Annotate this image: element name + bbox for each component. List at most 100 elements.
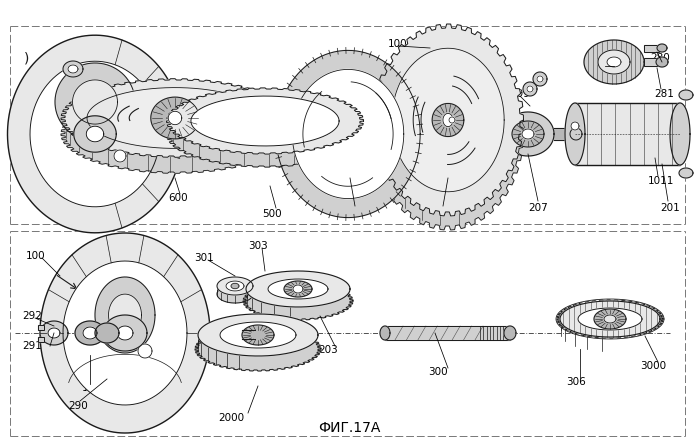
Polygon shape [670,103,690,165]
Polygon shape [68,65,78,73]
Polygon shape [63,61,83,77]
Text: 2000: 2000 [218,413,244,423]
Text: 110: 110 [82,383,102,393]
Bar [575,103,680,165]
Polygon shape [151,97,199,139]
Polygon shape [231,283,239,289]
Polygon shape [75,321,105,345]
Polygon shape [117,326,133,340]
Bar [38,325,44,330]
Polygon shape [443,113,453,127]
Polygon shape [380,326,390,340]
Polygon shape [527,86,533,92]
Bar [554,128,576,140]
Text: 280: 280 [650,53,670,63]
Polygon shape [512,121,544,147]
Polygon shape [373,24,524,216]
Polygon shape [523,82,537,96]
Polygon shape [504,326,516,340]
Polygon shape [679,90,693,100]
Text: 282: 282 [594,59,614,69]
Bar [385,326,510,340]
Polygon shape [108,294,141,336]
Polygon shape [604,315,616,323]
Text: 101: 101 [432,207,452,217]
Bar [644,45,659,52]
Polygon shape [594,309,626,329]
Polygon shape [571,122,579,130]
Polygon shape [276,50,420,218]
Polygon shape [195,327,321,371]
Polygon shape [217,277,253,295]
Text: 1011: 1011 [648,176,675,186]
Bar [38,337,44,342]
Polygon shape [226,281,244,291]
Text: 400: 400 [345,207,365,217]
Polygon shape [373,38,524,230]
Polygon shape [392,48,504,192]
Polygon shape [30,61,160,207]
Polygon shape [242,325,274,345]
Polygon shape [522,129,534,139]
Polygon shape [138,344,152,358]
Text: 207: 207 [528,203,548,213]
Polygon shape [246,271,350,307]
Polygon shape [55,63,135,141]
Text: 203: 203 [318,345,338,355]
Polygon shape [679,168,693,178]
Polygon shape [73,80,117,124]
Text: 306: 306 [566,377,586,387]
Bar [644,45,659,52]
Polygon shape [61,78,289,157]
Text: 500: 500 [262,209,282,219]
Polygon shape [95,277,155,353]
Polygon shape [86,126,103,142]
Polygon shape [166,88,363,154]
Polygon shape [656,57,668,67]
Text: 303: 303 [248,241,268,251]
Polygon shape [74,116,116,152]
Polygon shape [166,101,363,167]
Polygon shape [243,282,353,320]
Polygon shape [95,323,119,343]
Polygon shape [557,300,663,338]
Text: 299: 299 [510,89,530,99]
Text: 201: 201 [660,203,679,213]
Polygon shape [61,95,289,173]
Polygon shape [565,103,585,165]
Polygon shape [268,279,328,299]
Bar [644,58,659,66]
Bar [38,325,44,330]
Polygon shape [8,35,182,233]
Polygon shape [48,328,60,338]
Polygon shape [657,44,667,52]
Polygon shape [432,103,464,136]
Polygon shape [83,327,97,339]
Polygon shape [570,128,582,140]
Polygon shape [40,233,210,433]
Bar [242,330,255,339]
Polygon shape [598,50,630,74]
Polygon shape [217,285,253,303]
Text: 3000: 3000 [640,361,666,371]
Text: 100: 100 [388,39,408,49]
Text: 600: 600 [168,193,187,203]
Bar [38,337,44,342]
Polygon shape [533,72,547,86]
Polygon shape [584,40,644,84]
Text: 292: 292 [22,311,42,321]
Polygon shape [292,70,404,198]
Polygon shape [191,96,339,146]
Text: 301: 301 [194,253,214,263]
Polygon shape [87,87,263,149]
Polygon shape [560,301,660,337]
Bar [644,58,659,66]
Polygon shape [220,322,296,348]
Polygon shape [103,315,147,351]
Bar [575,103,680,165]
Polygon shape [293,285,303,293]
Text: 291: 291 [22,341,42,351]
Polygon shape [537,76,543,82]
Polygon shape [578,308,642,330]
Polygon shape [284,281,312,297]
